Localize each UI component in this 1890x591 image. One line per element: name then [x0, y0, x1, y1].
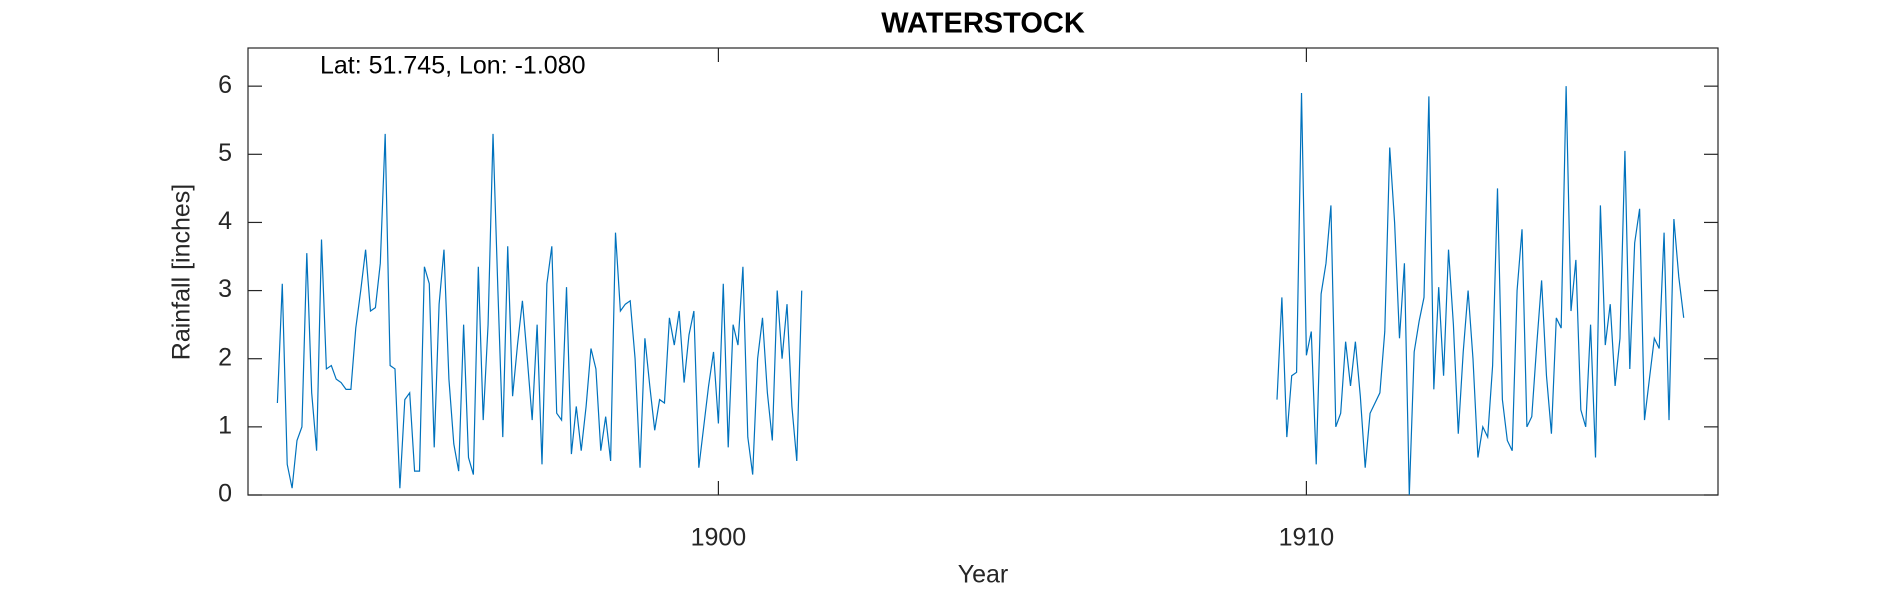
y-tick-label: 4 [218, 207, 232, 235]
x-tick-label: 1910 [1279, 524, 1335, 552]
y-tick-label: 6 [218, 71, 232, 99]
x-tick-label: 1900 [691, 524, 747, 552]
data-line [276, 86, 1685, 496]
y-tick-label: 0 [218, 480, 232, 508]
x-axis-label: Year [958, 561, 1009, 589]
plot-box [247, 47, 1719, 496]
chart-title: WATERSTOCK [881, 8, 1085, 40]
y-tick-label: 5 [218, 139, 232, 167]
annotation: Lat: 51.745, Lon: -1.080 [320, 52, 586, 80]
y-tick-label: 1 [218, 411, 232, 439]
y-axis-label: Rainfall [inches] [168, 184, 196, 360]
y-tick-label: 2 [218, 343, 232, 371]
y-tick-label: 3 [218, 275, 232, 303]
